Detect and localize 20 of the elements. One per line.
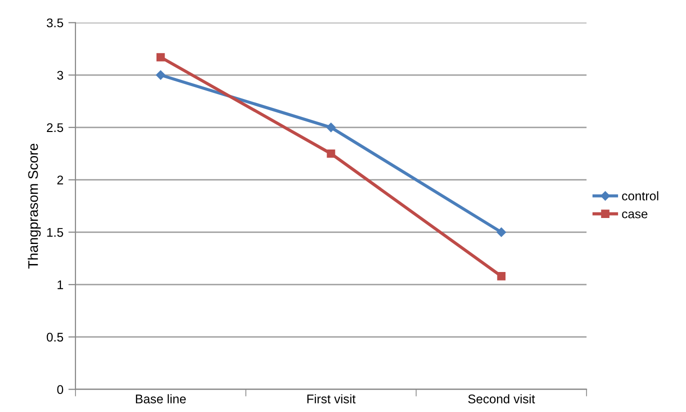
y-tick-label: 2.5: [46, 123, 64, 132]
point: [496, 228, 506, 237]
point: [326, 149, 336, 158]
x-tick-label: First visit: [307, 394, 356, 404]
y-tick-label: 0: [57, 385, 64, 394]
legend-label: case: [622, 211, 648, 218]
point: [497, 272, 506, 280]
x-tick-label: Second visit: [468, 394, 535, 404]
point: [156, 53, 165, 62]
legend-label: control: [622, 191, 658, 200]
y-tick-label: 1.5: [47, 228, 64, 237]
y-tick-label: 3.5: [46, 18, 64, 28]
x-tick-label: Base line: [136, 394, 186, 404]
y-axis-title: Thangprasom Score: [28, 144, 41, 269]
point: [326, 122, 336, 132]
y-tick-label: 1: [58, 280, 64, 290]
y-tick-label: 3: [57, 70, 64, 80]
y-tick-label: 2: [57, 176, 64, 184]
y-tick-label: 0.5: [46, 332, 64, 342]
point: [156, 70, 166, 80]
